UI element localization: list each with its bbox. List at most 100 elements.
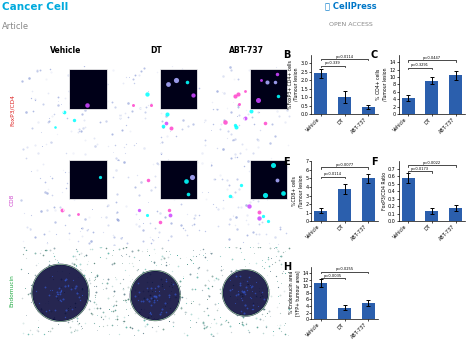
Point — [85, 276, 92, 281]
Point — [242, 115, 249, 121]
Point — [229, 213, 237, 218]
Point — [56, 292, 64, 297]
Point — [211, 301, 219, 306]
Point — [119, 297, 127, 303]
Point — [236, 291, 244, 297]
Point — [182, 178, 190, 184]
Point — [46, 287, 54, 293]
Point — [224, 135, 231, 141]
Point — [283, 107, 291, 113]
Point — [266, 158, 274, 163]
Point — [125, 312, 132, 318]
Point — [183, 211, 191, 217]
Point — [104, 202, 112, 207]
Point — [142, 104, 150, 109]
Point — [237, 273, 244, 279]
Point — [109, 247, 117, 253]
Point — [61, 109, 68, 115]
Point — [269, 328, 277, 333]
Point — [226, 217, 233, 222]
Point — [136, 289, 143, 294]
Point — [44, 191, 51, 196]
Point — [120, 318, 128, 323]
Point — [22, 109, 30, 114]
Point — [247, 284, 255, 290]
Point — [56, 289, 64, 294]
Point — [79, 126, 86, 131]
Point — [119, 321, 127, 326]
Point — [285, 113, 292, 118]
Point — [79, 293, 86, 298]
Point — [98, 314, 105, 319]
Point — [173, 159, 180, 165]
Point — [274, 241, 282, 247]
Point — [245, 158, 252, 164]
Point — [209, 121, 217, 127]
Point — [74, 290, 82, 295]
Point — [27, 212, 35, 218]
Point — [154, 316, 162, 321]
Point — [182, 295, 190, 300]
Point — [166, 305, 174, 311]
Point — [152, 173, 159, 179]
Point — [281, 322, 288, 327]
Point — [41, 285, 48, 290]
Point — [50, 111, 57, 116]
Point — [34, 119, 42, 125]
Point — [254, 169, 262, 174]
Point — [161, 303, 168, 309]
Point — [65, 230, 73, 235]
Point — [236, 150, 244, 155]
Point — [51, 220, 58, 225]
Point — [235, 101, 242, 106]
Point — [47, 139, 55, 144]
Point — [62, 307, 69, 313]
Point — [276, 292, 283, 297]
Point — [264, 94, 271, 99]
Point — [85, 297, 93, 303]
Point — [103, 280, 110, 285]
Point — [97, 83, 105, 88]
Point — [104, 143, 112, 148]
Point — [70, 329, 78, 334]
Point — [146, 272, 154, 277]
Point — [157, 151, 164, 156]
Point — [188, 97, 195, 102]
Point — [152, 328, 160, 334]
Point — [276, 253, 284, 258]
Point — [255, 209, 263, 215]
Point — [244, 233, 251, 238]
Point — [163, 112, 171, 117]
Point — [121, 111, 129, 116]
Point — [27, 169, 34, 174]
Point — [243, 213, 250, 218]
Point — [131, 294, 139, 299]
Point — [67, 286, 75, 292]
Point — [236, 309, 244, 315]
Point — [172, 134, 179, 139]
Point — [99, 310, 107, 315]
Point — [56, 263, 64, 268]
Point — [108, 322, 116, 328]
Point — [228, 268, 235, 274]
Point — [144, 102, 152, 108]
Point — [96, 244, 103, 250]
Point — [53, 289, 61, 295]
Point — [46, 328, 54, 333]
Point — [234, 291, 242, 296]
Point — [169, 268, 176, 274]
Point — [188, 223, 195, 228]
Point — [76, 266, 83, 271]
Point — [189, 286, 196, 291]
Point — [34, 325, 42, 330]
Point — [256, 294, 264, 300]
Point — [69, 179, 76, 185]
Point — [215, 277, 222, 282]
Point — [20, 246, 27, 251]
Point — [50, 204, 58, 210]
Point — [208, 273, 216, 279]
Point — [237, 280, 244, 285]
Point — [233, 313, 240, 318]
Point — [207, 162, 214, 167]
Point — [48, 273, 55, 278]
